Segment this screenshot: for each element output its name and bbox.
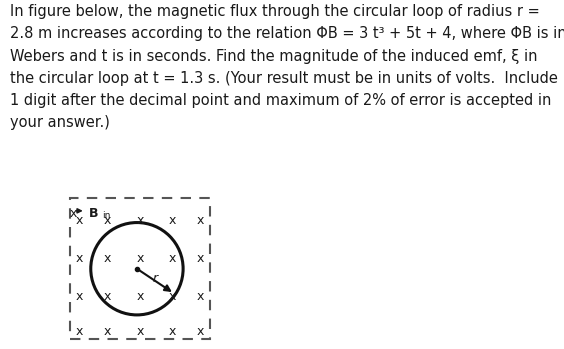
- Text: x: x: [104, 290, 111, 303]
- Text: x: x: [136, 214, 144, 227]
- Text: in: in: [103, 211, 111, 220]
- Text: x: x: [104, 325, 111, 338]
- Text: x: x: [136, 325, 144, 338]
- Text: x: x: [169, 290, 176, 303]
- Text: r: r: [153, 273, 158, 285]
- Text: x: x: [76, 290, 83, 303]
- Text: In figure below, the magnetic flux through the circular loop of radius r =
2.8 m: In figure below, the magnetic flux throu…: [10, 4, 564, 130]
- Text: x: x: [196, 214, 204, 227]
- Text: x: x: [104, 252, 111, 265]
- Text: x: x: [196, 252, 204, 265]
- Text: x: x: [169, 252, 176, 265]
- Text: x: x: [196, 290, 204, 303]
- Text: x: x: [76, 214, 83, 227]
- Text: x: x: [169, 325, 176, 338]
- Text: x: x: [169, 214, 176, 227]
- Text: x: x: [104, 214, 111, 227]
- Text: B: B: [89, 207, 99, 220]
- Text: x: x: [76, 325, 83, 338]
- Text: x: x: [76, 252, 83, 265]
- Text: x: x: [136, 252, 144, 265]
- Text: x: x: [136, 290, 144, 303]
- Text: x: x: [196, 325, 204, 338]
- Text: x: x: [69, 207, 77, 220]
